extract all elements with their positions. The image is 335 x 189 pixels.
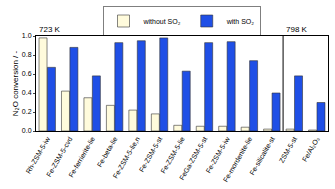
svg-text:Fe-ferrierite-lie: Fe-ferrierite-lie — [67, 136, 96, 179]
svg-text:Fe-ZSM-5-cvd: Fe-ZSM-5-cvd — [45, 136, 73, 178]
svg-text:Fe-ZSM-5-lie: Fe-ZSM-5-lie — [159, 136, 186, 175]
svg-text:Fe/Al₂O₃: Fe/Al₂O₃ — [301, 136, 321, 163]
svg-text:798 K: 798 K — [286, 25, 308, 34]
svg-text:N₂O conversion / -: N₂O conversion / - — [11, 50, 20, 116]
svg-text:0.0: 0.0 — [22, 127, 32, 134]
svg-text:Fe-ZSM-5-iw: Fe-ZSM-5-iw — [205, 135, 232, 174]
svg-text:Fe-ZSM-5-st: Fe-ZSM-5-st — [138, 136, 164, 174]
svg-text:0.8: 0.8 — [22, 51, 32, 58]
svg-text:ZSM-5-st: ZSM-5-st — [278, 136, 298, 164]
svg-text:723 K: 723 K — [39, 25, 61, 34]
svg-text:Fe-beta-lie: Fe-beta-lie — [96, 136, 119, 169]
svg-text:0.2: 0.2 — [22, 108, 32, 115]
svg-text:FeGa-ZSM-5-st: FeGa-ZSM-5-st — [178, 136, 208, 182]
svg-text:0.4: 0.4 — [22, 89, 32, 96]
svg-text:with SO₂: with SO₂ — [226, 18, 255, 25]
svg-text:1.0: 1.0 — [22, 32, 32, 39]
svg-text:0.6: 0.6 — [22, 70, 32, 77]
svg-text:Rh-ZSM-5-iw: Rh-ZSM-5-iw — [24, 135, 51, 175]
svg-text:Fe-silicalite-st: Fe-silicalite-st — [248, 136, 275, 177]
svg-text:without SO₂: without SO₂ — [143, 18, 181, 25]
svg-text:Fe-mordenite-lie: Fe-mordenite-lie — [222, 136, 254, 184]
svg-text:Fe-ZSM-5-lie,n: Fe-ZSM-5-lie,n — [112, 136, 141, 180]
